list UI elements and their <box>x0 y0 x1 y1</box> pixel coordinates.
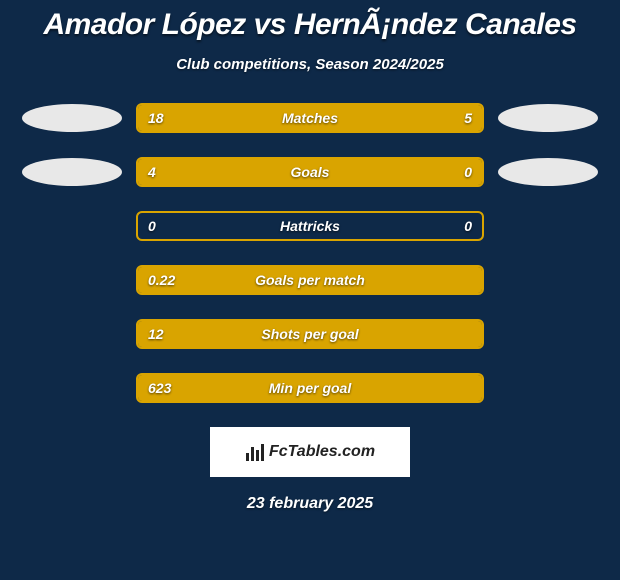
logo-text: FcTables.com <box>269 443 375 461</box>
stat-label: Min per goal <box>269 380 351 396</box>
stat-row: 18 5 Matches <box>0 103 620 133</box>
stat-value-right: 0 <box>464 218 472 234</box>
stat-value-left: 623 <box>148 380 171 396</box>
date-text: 23 february 2025 <box>0 495 620 513</box>
stat-label: Hattricks <box>280 218 340 234</box>
player-right-ellipse <box>498 104 598 132</box>
player-left-ellipse <box>22 104 122 132</box>
stat-bar: 0.22 Goals per match <box>136 265 484 295</box>
stat-label: Shots per goal <box>261 326 358 342</box>
subtitle: Club competitions, Season 2024/2025 <box>0 56 620 73</box>
stat-label: Goals per match <box>255 272 365 288</box>
stat-value-left: 4 <box>148 164 156 180</box>
stat-row: 4 0 Goals <box>0 157 620 187</box>
fctables-logo: FcTables.com <box>210 427 410 477</box>
stat-label: Goals <box>291 164 330 180</box>
stat-bar: 623 Min per goal <box>136 373 484 403</box>
stat-row: 623 Min per goal <box>0 373 620 403</box>
bar-left-fill <box>138 159 413 185</box>
player-right-ellipse <box>498 158 598 186</box>
stat-bar: 18 5 Matches <box>136 103 484 133</box>
stat-value-right: 5 <box>464 110 472 126</box>
comparison-rows: 18 5 Matches 4 0 Goals 0 0 Hattricks 0.22 Goals pe… <box>0 103 620 403</box>
stat-row: 0.22 Goals per match <box>0 265 620 295</box>
stat-value-left: 12 <box>148 326 164 342</box>
stat-bar: 12 Shots per goal <box>136 319 484 349</box>
stat-value-left: 0.22 <box>148 272 175 288</box>
page-title: Amador López vs HernÃ¡ndez Canales <box>0 0 620 42</box>
stat-bar: 0 0 Hattricks <box>136 211 484 241</box>
bars-icon <box>245 443 265 461</box>
stat-value-left: 0 <box>148 218 156 234</box>
bar-left-fill <box>138 105 396 131</box>
player-left-ellipse <box>22 158 122 186</box>
stat-row: 0 0 Hattricks <box>0 211 620 241</box>
stat-row: 12 Shots per goal <box>0 319 620 349</box>
stat-value-left: 18 <box>148 110 164 126</box>
stat-value-right: 0 <box>464 164 472 180</box>
stat-bar: 4 0 Goals <box>136 157 484 187</box>
stat-label: Matches <box>282 110 338 126</box>
